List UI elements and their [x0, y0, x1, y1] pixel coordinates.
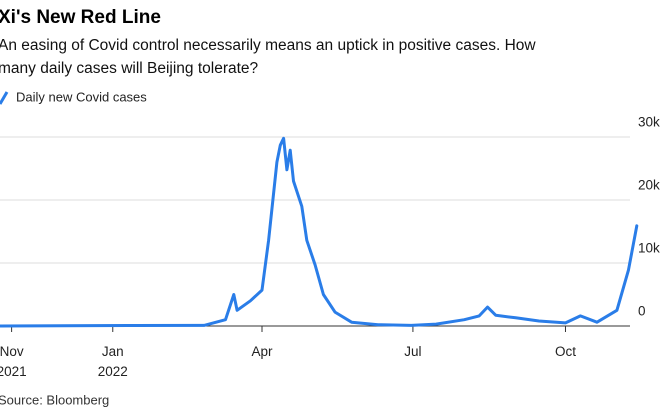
- x-tick-label: Nov 2021: [0, 344, 27, 379]
- x-tick-label: Jan 2022: [98, 344, 128, 379]
- line: [0, 136, 639, 328]
- x-tick-label: Jul: [404, 344, 421, 359]
- y-tick-label: 30k: [638, 115, 660, 130]
- y-tick-label: 10k: [638, 241, 660, 256]
- chart-title: Xi's New Red Line: [0, 7, 161, 28]
- subtitle: An easing of Covid control necessarily m…: [0, 37, 536, 54]
- source: Source: Bloomberg: [0, 392, 109, 407]
- subtitle: many daily cases will Beijing tolerate?: [0, 60, 259, 77]
- x-tick-label: Apr: [252, 344, 274, 359]
- legend-label: Daily new Covid cases: [16, 89, 147, 104]
- y-tick-label: 20k: [638, 178, 660, 193]
- legend-swatch: [0, 91, 9, 105]
- x-tick-label: Oct: [555, 344, 576, 359]
- y-tick-label: 0: [638, 304, 646, 319]
